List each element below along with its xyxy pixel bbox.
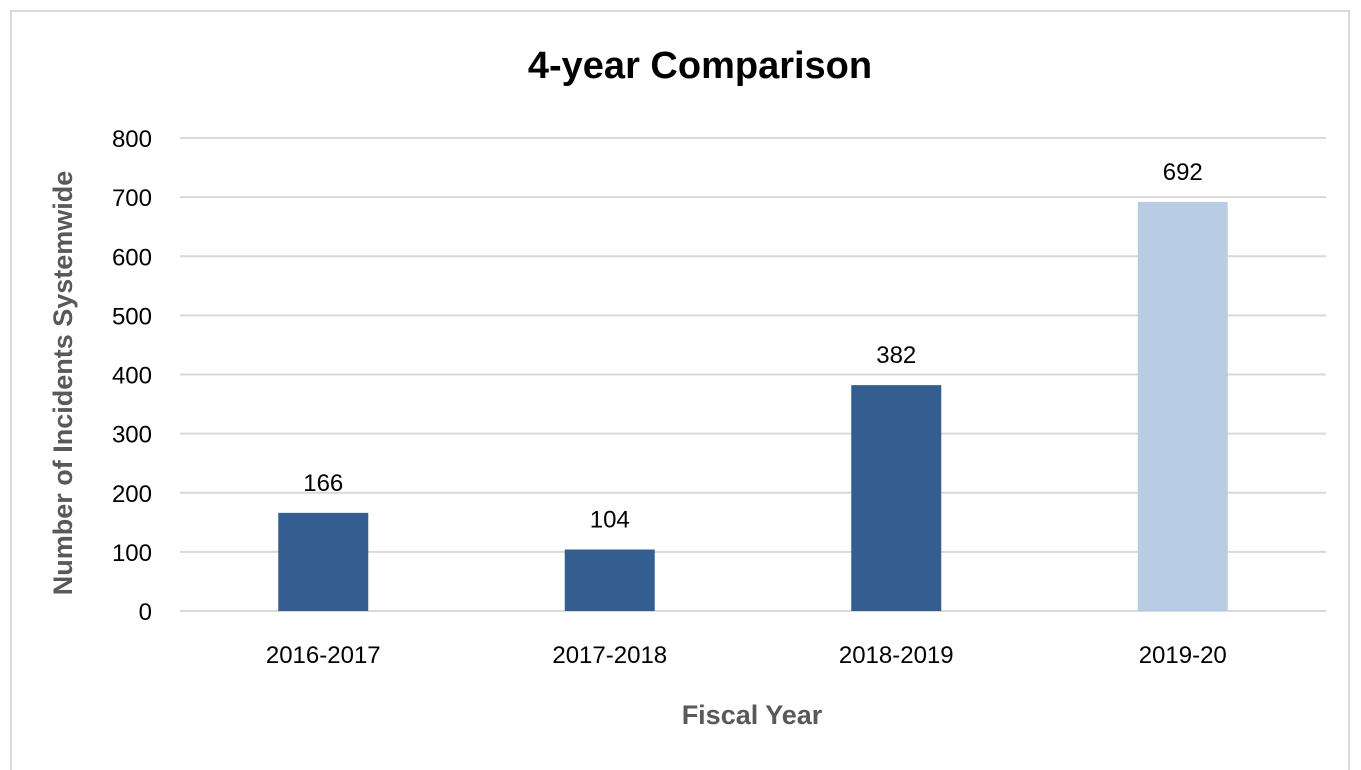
y-tick-label: 200 [112, 481, 152, 508]
bar-2018-2019 [851, 385, 942, 611]
chart-title: 4-year Comparison [528, 45, 872, 87]
y-tick-label: 500 [112, 303, 152, 330]
bar-2019-20 [1137, 201, 1228, 612]
y-tick-label: 0 [139, 599, 152, 626]
bars [278, 201, 1228, 612]
bar-2016-2017 [278, 512, 369, 611]
y-tick-label: 300 [112, 422, 152, 449]
y-tick-label: 800 [112, 126, 152, 153]
gridlines [180, 137, 1326, 612]
data-label: 382 [876, 342, 916, 369]
y-axis-ticks: 0 100 200 300 400 500 600 700 800 [112, 126, 152, 626]
data-label: 692 [1163, 159, 1203, 186]
x-tick-label: 2017-2018 [552, 642, 667, 669]
y-tick-label: 600 [112, 244, 152, 271]
x-axis-ticks: 2016-2017 2017-2018 2018-2019 2019-20 [266, 642, 1227, 669]
data-labels: 166 104 382 692 [303, 159, 1203, 534]
y-axis-title: Number of Incidents Systemwide [48, 171, 78, 596]
chart-frame [10, 10, 1350, 770]
x-tick-label: 2016-2017 [266, 642, 381, 669]
y-tick-label: 100 [112, 540, 152, 567]
x-axis-title: Fiscal Year [682, 700, 823, 730]
data-label: 104 [590, 507, 630, 534]
bar-2017-2018 [564, 549, 655, 611]
y-tick-label: 700 [112, 185, 152, 212]
x-tick-label: 2019-20 [1139, 642, 1227, 669]
data-label: 166 [303, 470, 343, 497]
y-tick-label: 400 [112, 363, 152, 390]
x-tick-label: 2018-2019 [839, 642, 954, 669]
